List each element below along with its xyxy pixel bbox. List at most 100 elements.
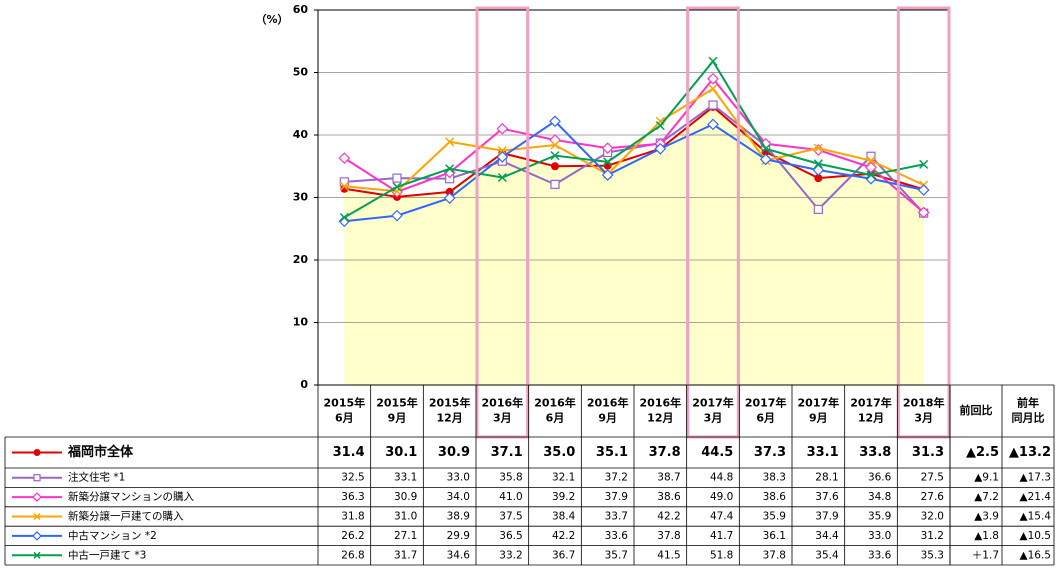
table-value: 33.6 — [605, 530, 629, 542]
table-value: 28.1 — [815, 472, 838, 484]
marker — [550, 151, 560, 161]
table-value: 33.0 — [447, 472, 470, 484]
table-value: 33.1 — [394, 472, 417, 484]
table-value: 37.9 — [605, 491, 628, 503]
legend-label: 新築分譲一戸建ての購入 — [68, 510, 184, 523]
table-value: 34.0 — [447, 491, 470, 503]
table-value: 31.4 — [333, 445, 365, 460]
table-value: 34.6 — [447, 549, 471, 561]
marker — [707, 72, 719, 85]
y-tick-label: 0 — [300, 378, 308, 391]
table-value: 37.1 — [491, 445, 523, 460]
marker — [497, 172, 507, 183]
marker — [917, 184, 930, 196]
series — [339, 56, 929, 223]
x-tick-label: 2016年 12月 — [640, 396, 682, 425]
table-value: 37.6 — [815, 491, 839, 503]
marker — [759, 153, 772, 166]
y-axis-label: （%） — [255, 13, 288, 26]
marker — [761, 144, 771, 154]
area — [344, 106, 924, 385]
table-value: 38.7 — [657, 472, 680, 484]
table-value: 33.6 — [868, 549, 892, 561]
x-tick-label: 2017年 3月 — [692, 396, 734, 425]
x-tick-label: 2017年 12月 — [850, 396, 892, 425]
table-value: 44.8 — [710, 472, 733, 484]
table-value: 26.8 — [341, 549, 364, 561]
marker — [866, 170, 876, 180]
marker — [919, 159, 929, 169]
table-value: 35.3 — [921, 549, 944, 561]
table-value: 33.7 — [605, 511, 628, 523]
marker — [708, 100, 718, 110]
table-value: 41.7 — [710, 530, 733, 542]
table-value: 30.1 — [385, 445, 417, 460]
marker — [391, 209, 403, 222]
y-tick-label: 40 — [293, 128, 309, 141]
legend-label: 新築分譲マンションの購入 — [68, 490, 194, 503]
table-value: 32.0 — [921, 511, 944, 523]
line — [344, 87, 925, 193]
marker — [338, 152, 351, 164]
table-value: 31.2 — [921, 530, 944, 542]
table-value: 27.1 — [394, 530, 417, 542]
marker — [497, 146, 507, 156]
marker — [443, 192, 456, 204]
marker — [445, 164, 455, 174]
table-value: 27.5 — [921, 472, 944, 484]
table-value: ▲9.1 — [974, 472, 999, 484]
marker — [812, 164, 825, 176]
marker — [339, 212, 349, 223]
line — [344, 105, 924, 198]
table-value: ▲7.2 — [974, 491, 999, 503]
legend-label: 福岡市全体 — [67, 444, 134, 460]
x-tick-label: 2018年 3月 — [903, 396, 945, 425]
marker — [496, 122, 509, 135]
table-value: 38.3 — [763, 472, 786, 484]
table-value: 35.8 — [499, 472, 522, 484]
table-value: ▲3.9 — [974, 511, 999, 523]
table-value: 35.7 — [605, 549, 628, 561]
table-value: 38.4 — [552, 511, 576, 523]
table-value: 37.8 — [763, 549, 786, 561]
marker — [445, 137, 455, 147]
table-value: 32.5 — [341, 472, 364, 484]
series — [338, 115, 930, 228]
table-value: 33.0 — [868, 530, 891, 542]
table-value: 35.9 — [868, 511, 891, 523]
table-value: 38.6 — [763, 491, 787, 503]
table-value: 42.2 — [552, 530, 575, 542]
table-value: 41.0 — [499, 491, 522, 503]
table-value: 42.2 — [657, 511, 680, 523]
marker — [33, 449, 41, 456]
table-value: 26.2 — [341, 530, 364, 542]
table-value: ▲13.2 — [1009, 445, 1051, 460]
table-value: 27.6 — [921, 491, 945, 503]
marker — [33, 551, 41, 559]
marker — [32, 531, 42, 541]
marker — [549, 115, 561, 128]
table-value: 38.6 — [657, 491, 681, 503]
table-value: 33.2 — [499, 549, 522, 561]
marker — [708, 84, 718, 94]
marker — [339, 181, 349, 191]
table-value: 39.2 — [552, 491, 575, 503]
marker — [338, 215, 351, 228]
table-value: 29.9 — [447, 530, 470, 542]
table-value: 36.1 — [763, 530, 786, 542]
line — [344, 119, 924, 223]
column-header: 前回比 — [960, 403, 993, 417]
marker — [551, 162, 559, 171]
marker — [814, 174, 823, 183]
marker — [445, 187, 454, 196]
table-value: ▲2.5 — [966, 445, 999, 460]
table-value: 31.7 — [394, 549, 417, 561]
table-value: ▲21.4 — [1020, 491, 1052, 503]
table-value: 37.8 — [657, 530, 680, 542]
marker — [603, 157, 613, 167]
marker — [654, 142, 667, 155]
table-value: 31.0 — [394, 511, 417, 523]
marker — [865, 172, 877, 185]
table-value: 33.1 — [807, 445, 839, 460]
marker — [708, 56, 718, 66]
